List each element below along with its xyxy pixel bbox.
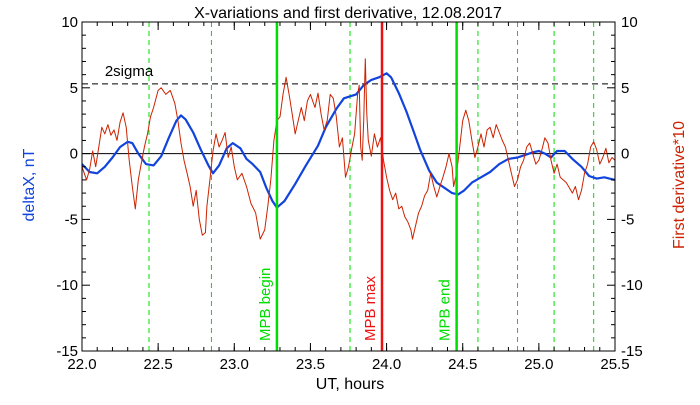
y-tick-label-left-5: 5 — [70, 80, 78, 97]
series-line-1 — [81, 72, 616, 209]
series-line-2 — [81, 58, 616, 240]
x-tick-label-6: 24.5 — [448, 356, 477, 373]
plot-frame — [81, 21, 616, 352]
x-tick-label-8: 25.5 — [600, 356, 629, 373]
x-tick-label-4: 23.5 — [296, 356, 325, 373]
marker-label-1: MPB begin — [257, 268, 274, 341]
y-tick-label-right-3: -5 — [621, 211, 634, 228]
y-axis-label-right: First derivative*10 — [671, 121, 688, 249]
y-tick-label-left-2: -10 — [56, 277, 78, 294]
threshold-label: 2sigma — [105, 63, 154, 80]
marker-label-2: MPB max — [362, 275, 379, 341]
x-tick-label-3: 23.0 — [220, 356, 249, 373]
chart-title: X-variations and first derivative, 12.08… — [194, 5, 502, 22]
marker-label-3: MPB end — [437, 279, 454, 341]
x-tick-label-1: 22.0 — [67, 356, 96, 373]
x-tick-label-2: 22.5 — [144, 356, 173, 373]
y-axis-label-left: deltaX, nT — [21, 148, 38, 221]
y-tick-label-left-6: 10 — [61, 14, 78, 31]
x-tick-label-7: 25.0 — [524, 356, 553, 373]
y-tick-label-left-3: -5 — [65, 211, 78, 228]
x-tick-label-5: 24.0 — [372, 356, 401, 373]
plot-area: 2sigma MPB begin MPB max MPB end 22.0 22.5 23.… — [56, 14, 642, 373]
y-tick-label-right-4: 0 — [621, 146, 629, 163]
y-tick-label-left-4: 0 — [70, 146, 78, 163]
y-tick-label-right-5: 5 — [621, 80, 629, 97]
y-tick-label-left-1: -15 — [56, 343, 78, 360]
y-tick-label-right-6: 10 — [621, 14, 638, 31]
y-tick-label-right-1: -15 — [621, 343, 643, 360]
x-axis-label: UT, hours — [316, 376, 384, 393]
y-tick-label-right-2: -10 — [621, 277, 643, 294]
